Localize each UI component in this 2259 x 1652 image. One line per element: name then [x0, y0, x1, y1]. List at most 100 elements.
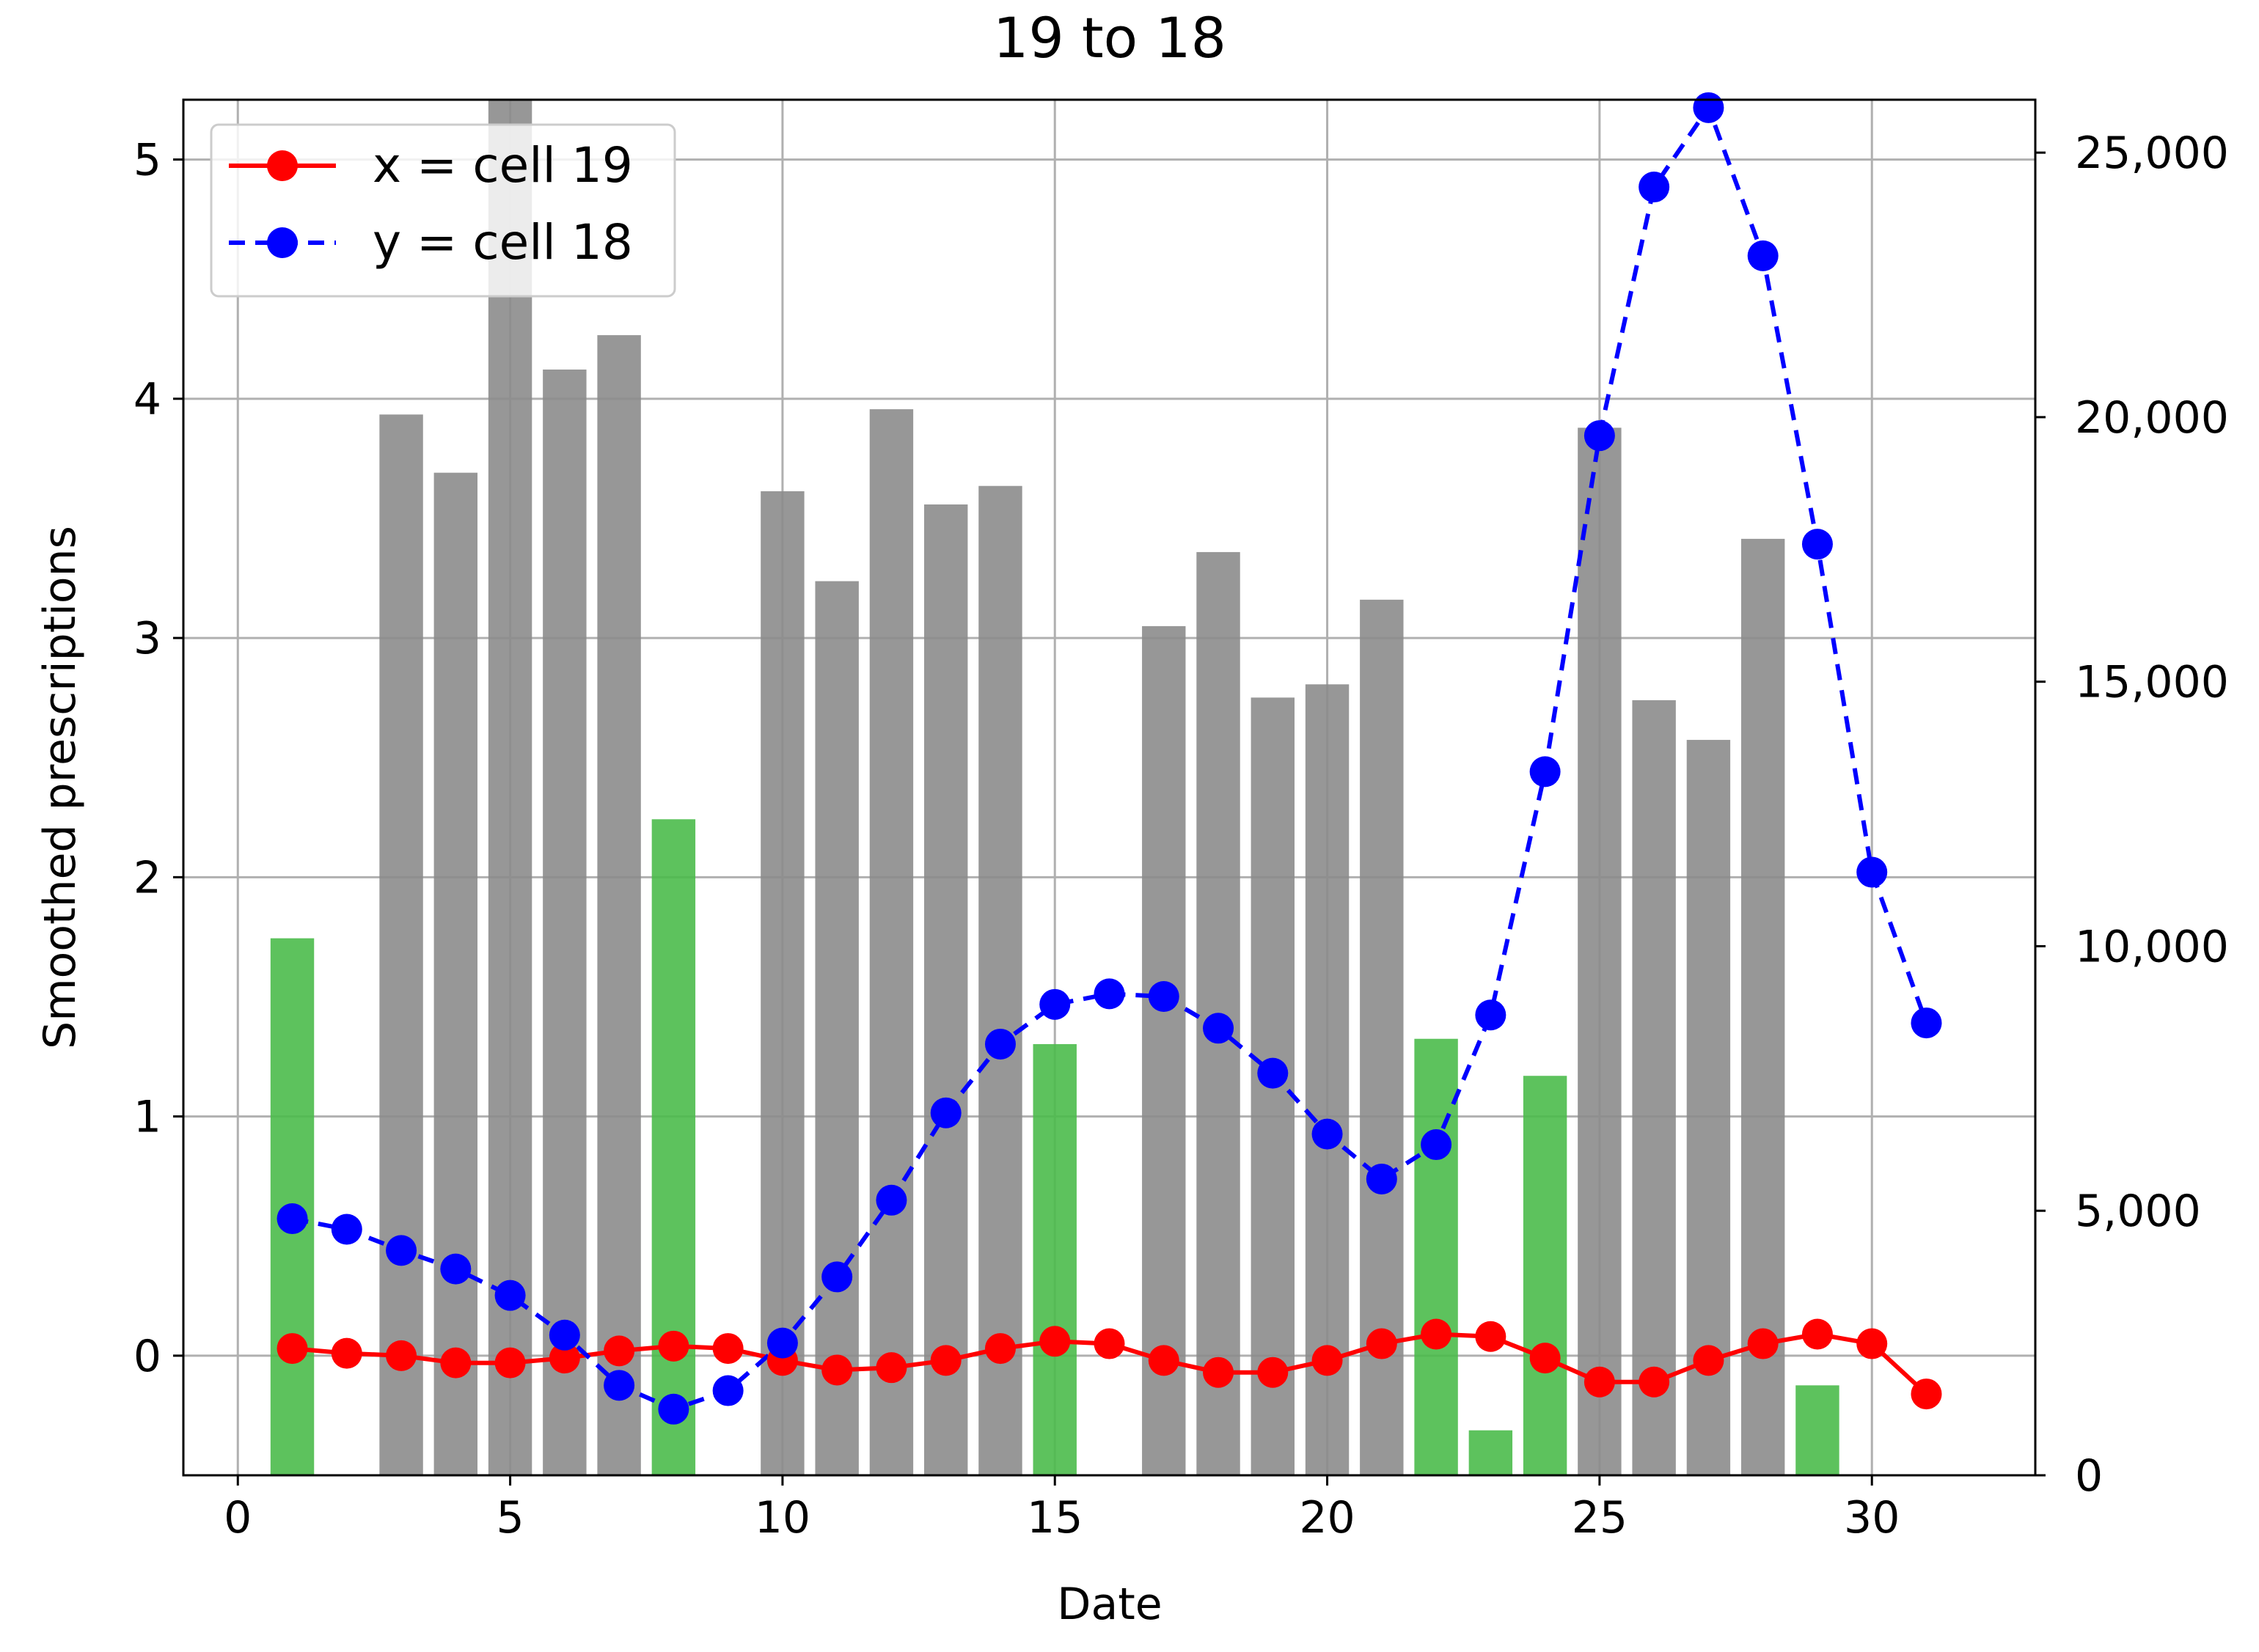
point-cell-19 — [1039, 1326, 1071, 1357]
point-cell-19 — [876, 1352, 907, 1384]
gray-bar — [1578, 427, 1622, 1476]
gray-bar — [488, 100, 532, 1475]
y2-tick-label: 20,000 — [2075, 392, 2229, 444]
gray-bar — [924, 504, 968, 1475]
point-cell-19 — [1911, 1378, 1942, 1410]
y-tick-label: 5 — [133, 135, 161, 186]
point-cell-18 — [876, 1184, 907, 1216]
axis-ticks: 0 5 10 15 20 25 30 0 1 2 3 4 5 0 5,000 10,000 15,000 20,0… — [133, 128, 2229, 1543]
point-cell-19 — [1148, 1345, 1179, 1376]
point-cell-18 — [1421, 1129, 1452, 1161]
point-cell-19 — [1693, 1345, 1724, 1376]
point-cell-18 — [1639, 172, 1670, 203]
point-cell-18 — [1257, 1057, 1289, 1089]
point-cell-19 — [712, 1333, 744, 1365]
y2-tick-label: 5,000 — [2075, 1186, 2201, 1237]
point-cell-18 — [1584, 420, 1615, 452]
gray-bar — [978, 485, 1022, 1475]
green-bar — [1795, 1385, 1839, 1475]
green-bar — [1033, 1043, 1077, 1475]
y-axis-label: Smoothed prescriptions — [34, 526, 86, 1049]
chart-title: 19 to 18 — [993, 5, 1226, 70]
point-cell-18 — [1856, 856, 1888, 888]
legend-label-y: y = cell 18 — [373, 214, 633, 271]
gray-bar — [543, 369, 587, 1475]
y2-tick-label: 25,000 — [2075, 128, 2229, 179]
point-cell-18 — [1911, 1007, 1942, 1039]
green-bar — [1523, 1076, 1567, 1475]
point-cell-18 — [984, 1028, 1016, 1060]
point-cell-19 — [277, 1333, 308, 1365]
y2-tick-label: 10,000 — [2075, 921, 2229, 972]
point-cell-19 — [1421, 1318, 1452, 1350]
point-cell-18 — [766, 1327, 798, 1359]
point-cell-18 — [549, 1319, 580, 1351]
y2-tick-label: 0 — [2075, 1450, 2103, 1502]
point-cell-19 — [1639, 1366, 1670, 1398]
point-cell-18 — [604, 1370, 635, 1401]
y2-tick-label: 15,000 — [2075, 657, 2229, 708]
gray-bar — [1305, 684, 1350, 1475]
point-cell-19 — [331, 1337, 362, 1369]
point-cell-18 — [331, 1214, 362, 1245]
point-cell-18 — [930, 1097, 962, 1128]
point-cell-18 — [1529, 756, 1561, 788]
point-cell-18 — [1693, 92, 1724, 123]
point-cell-18 — [277, 1203, 308, 1235]
point-cell-18 — [1801, 529, 1833, 560]
green-bar — [1414, 1038, 1458, 1475]
point-cell-19 — [1366, 1328, 1397, 1359]
point-cell-19 — [930, 1345, 962, 1376]
series-line-cell-18 — [291, 105, 1929, 1411]
point-cell-18 — [1094, 978, 1125, 1010]
bars — [270, 100, 1839, 1476]
point-cell-18 — [494, 1280, 526, 1311]
gray-bar — [815, 581, 859, 1475]
legend-marker-x — [267, 150, 298, 181]
series-lines — [291, 105, 1929, 1411]
x-tick-label: 0 — [224, 1492, 252, 1543]
point-cell-19 — [821, 1354, 853, 1386]
point-cell-19 — [440, 1347, 472, 1378]
y-tick-label: 3 — [133, 613, 161, 664]
point-cell-19 — [1529, 1343, 1561, 1374]
point-cell-19 — [984, 1333, 1016, 1365]
x-tick-label: 20 — [1299, 1492, 1355, 1543]
point-cell-19 — [658, 1330, 689, 1362]
gray-bar — [433, 472, 478, 1476]
point-cell-19 — [1257, 1357, 1289, 1388]
legend-marker-y — [267, 227, 298, 258]
gray-bar — [379, 414, 423, 1475]
point-cell-18 — [1203, 1013, 1234, 1044]
point-cell-18 — [1366, 1163, 1397, 1194]
point-cell-18 — [1311, 1118, 1343, 1150]
green-bar — [651, 819, 696, 1475]
point-cell-19 — [1475, 1321, 1506, 1352]
point-cell-19 — [1094, 1328, 1125, 1359]
point-cell-19 — [1584, 1366, 1615, 1398]
point-cell-18 — [440, 1253, 472, 1285]
point-cell-19 — [1801, 1318, 1833, 1350]
point-cell-19 — [386, 1340, 417, 1371]
point-cell-18 — [1475, 999, 1506, 1031]
point-cell-19 — [1203, 1357, 1234, 1388]
gray-bar — [1740, 538, 1785, 1475]
gray-bar — [597, 335, 641, 1476]
x-tick-label: 25 — [1572, 1492, 1628, 1543]
point-cell-19 — [1747, 1328, 1779, 1359]
plot-frame — [182, 98, 2037, 1477]
point-cell-18 — [1747, 240, 1779, 271]
point-cell-19 — [494, 1347, 526, 1378]
x-tick-label: 5 — [496, 1492, 524, 1543]
x-tick-label: 15 — [1027, 1492, 1083, 1543]
green-bar — [1468, 1430, 1513, 1475]
point-cell-18 — [712, 1375, 744, 1406]
gray-bar — [869, 409, 914, 1475]
point-cell-19 — [1311, 1345, 1343, 1376]
gray-bar — [1632, 700, 1676, 1475]
y-tick-label: 0 — [133, 1331, 161, 1382]
point-cell-19 — [604, 1335, 635, 1367]
point-cell-18 — [1148, 981, 1179, 1013]
legend: x = cell 19 y = cell 18 — [210, 123, 676, 298]
